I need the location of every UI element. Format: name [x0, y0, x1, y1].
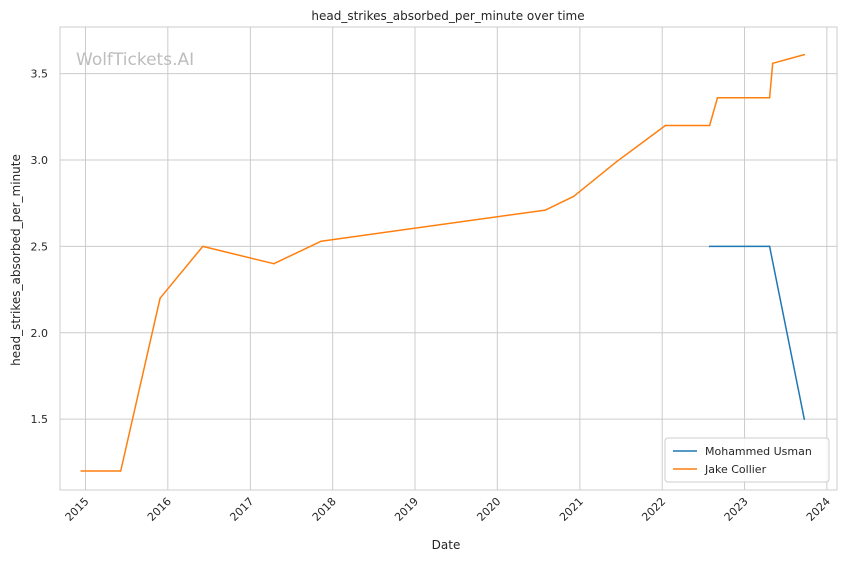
data-point: [273, 262, 275, 265]
data-point: [544, 209, 547, 211]
legend-box: [664, 437, 830, 483]
data-point: [320, 240, 322, 243]
data-point: [768, 97, 771, 99]
x-axis-label: Date: [432, 538, 461, 552]
chart-title: head_strikes_absorbed_per_minute over ti…: [311, 9, 584, 23]
legend-label: Jake Collier: [704, 463, 767, 476]
data-point: [708, 124, 711, 127]
data-point: [708, 245, 711, 248]
y-tick-label: 2.0: [31, 327, 49, 340]
legend: Mohammed Usman Jake Collier: [664, 437, 830, 483]
data-point: [119, 470, 122, 472]
y-tick-label: 3.0: [31, 154, 49, 167]
watermark: WolfTickets.AI: [76, 50, 194, 70]
grid-lines: [60, 27, 837, 490]
y-tick-label: 3.5: [31, 68, 49, 81]
data-point: [716, 97, 719, 99]
y-tick-label: 2.5: [31, 240, 49, 253]
y-axis-label: head_strikes_absorbed_per_minute: [9, 154, 23, 366]
y-tick-label: 1.5: [31, 413, 49, 426]
data-point: [768, 245, 771, 248]
data-point: [572, 195, 575, 198]
series-layer: [80, 53, 806, 472]
legend-label: Mohammed Usman: [705, 445, 812, 458]
data-point: [615, 160, 618, 163]
data-point: [159, 297, 161, 300]
data-point: [80, 470, 83, 472]
data-point: [803, 418, 806, 420]
data-point: [803, 53, 806, 56]
data-point: [664, 124, 667, 127]
data-point: [771, 62, 774, 65]
data-point: [201, 245, 204, 248]
y-tick-labels: 1.5 2.0 2.5 3.0 3.5: [31, 68, 49, 427]
plot-frame: [59, 26, 838, 491]
